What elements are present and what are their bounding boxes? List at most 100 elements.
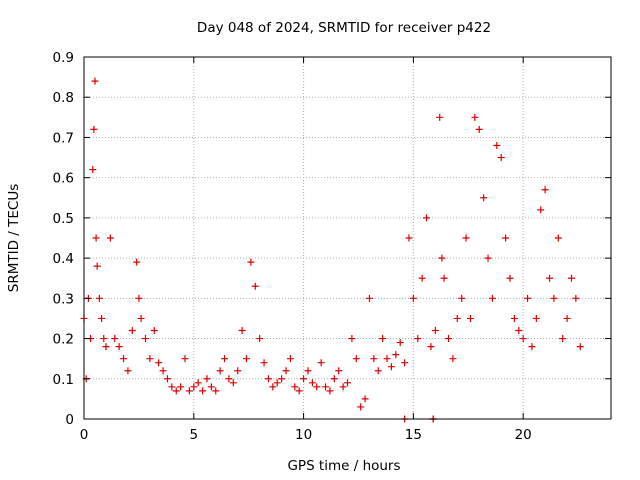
chart-title: Day 048 of 2024, SRMTID for receiver p42… <box>197 20 491 36</box>
x-tick-label: 5 <box>189 427 198 443</box>
data-point <box>339 383 347 391</box>
data-point <box>242 355 250 363</box>
data-point <box>286 355 294 363</box>
data-point <box>344 379 351 387</box>
data-point <box>264 375 272 383</box>
y-axis-label: SRMTID / TECUs <box>6 184 22 292</box>
data-point <box>409 294 417 302</box>
y-tick-label: 0 <box>65 412 74 428</box>
data-point <box>322 383 330 391</box>
data-point <box>449 355 457 363</box>
data-point <box>216 367 224 375</box>
data-point <box>431 327 439 335</box>
data-point <box>519 335 527 343</box>
data-point <box>155 359 163 367</box>
data-point <box>115 343 123 351</box>
data-point <box>488 294 496 302</box>
data-point <box>93 262 101 270</box>
data-point <box>185 387 193 395</box>
data-point <box>146 355 154 363</box>
x-tick-label: 0 <box>80 427 89 443</box>
data-point <box>199 387 207 395</box>
data-point <box>137 314 145 322</box>
y-tick-label: 0.6 <box>53 171 74 187</box>
data-point <box>207 383 215 391</box>
data-point <box>225 375 233 383</box>
grid-lines <box>84 57 611 419</box>
y-tick-label: 0.1 <box>53 372 74 388</box>
data-point <box>480 194 488 202</box>
data-point <box>458 294 466 302</box>
data-point <box>484 254 492 262</box>
data-point <box>471 113 479 121</box>
data-point <box>572 294 580 302</box>
data-point <box>251 282 259 290</box>
data-point <box>111 335 119 343</box>
axis-ticks: 0 0.1 0.2 0.3 0.4 0.5 0.6 0.7 0.8 0.9 0 5 10 15 20 <box>53 50 611 443</box>
data-point <box>163 375 171 383</box>
x-tick-label: 15 <box>405 427 422 443</box>
data-point <box>348 335 356 343</box>
data-point <box>190 383 198 391</box>
data-point <box>269 383 277 391</box>
data-point <box>554 234 562 242</box>
data-point <box>510 314 518 322</box>
x-axis-label: GPS time / hours <box>287 458 400 474</box>
data-point <box>124 367 132 375</box>
data-point <box>221 355 229 363</box>
data-point <box>92 234 100 242</box>
data-point <box>436 113 444 121</box>
data-point <box>515 327 523 335</box>
data-point <box>563 314 571 322</box>
data-point <box>89 166 97 174</box>
data-point <box>546 274 554 282</box>
data-point <box>326 387 334 395</box>
data-point <box>150 327 158 335</box>
data-point <box>291 383 299 391</box>
data-point <box>300 375 308 383</box>
data-point <box>462 234 470 242</box>
data-point <box>212 387 220 395</box>
data-point <box>181 355 189 363</box>
data-point <box>102 343 110 351</box>
data-point <box>559 335 567 343</box>
data-point <box>438 254 446 262</box>
data-point <box>374 367 382 375</box>
data-point <box>273 379 281 387</box>
data-point <box>370 355 378 363</box>
data-point <box>128 327 136 335</box>
data-point <box>379 335 387 343</box>
data-point <box>295 387 303 395</box>
data-point <box>91 77 99 85</box>
data-point <box>278 375 286 383</box>
data-point <box>352 355 360 363</box>
data-point <box>414 335 422 343</box>
data-point <box>418 274 426 282</box>
data-point <box>475 125 483 133</box>
data-point <box>357 403 365 411</box>
data-point <box>304 367 312 375</box>
data-point <box>95 294 103 302</box>
data-point <box>365 294 373 302</box>
data-point <box>330 375 338 383</box>
data-point <box>440 274 448 282</box>
data-point <box>234 367 242 375</box>
data-point <box>172 387 180 395</box>
data-point <box>497 154 505 162</box>
data-point <box>396 339 404 347</box>
data-point <box>502 234 510 242</box>
data-point <box>466 314 474 322</box>
y-tick-label: 0.2 <box>53 332 74 348</box>
data-point <box>550 294 558 302</box>
data-point <box>387 363 395 371</box>
x-tick-label: 20 <box>515 427 532 443</box>
data-point <box>445 335 453 343</box>
data-point <box>427 343 435 351</box>
data-point <box>141 335 149 343</box>
data-point <box>98 314 106 322</box>
y-tick-label: 0.9 <box>53 50 74 66</box>
data-point <box>392 351 400 359</box>
data-point <box>194 379 202 387</box>
y-tick-label: 0.3 <box>53 291 74 307</box>
